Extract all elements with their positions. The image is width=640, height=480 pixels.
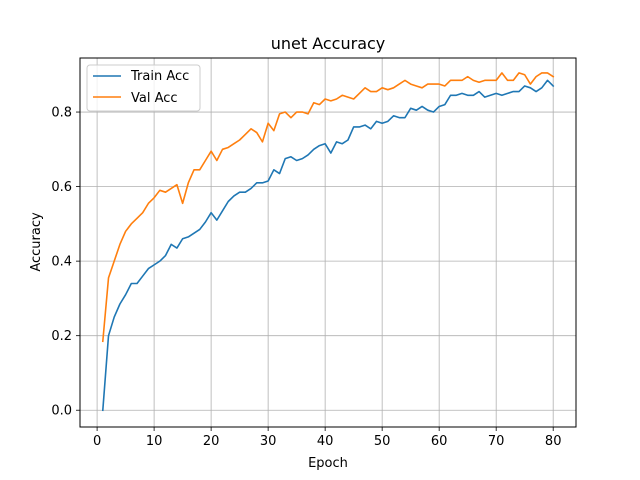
y-tick-label: 0.6: [51, 180, 72, 195]
legend-label-val: Val Acc: [131, 91, 178, 106]
y-tick-label: 0.4: [51, 255, 72, 270]
series-line-val-acc: [101, 72, 555, 343]
chart-title: unet Accuracy: [271, 34, 386, 53]
series-layer: [101, 72, 555, 412]
x-tick-label: 10: [146, 434, 163, 449]
x-tick-label: 40: [317, 434, 334, 449]
series-line-train-acc: [101, 79, 555, 412]
x-tick-label: 0: [93, 434, 101, 449]
y-tick-label: 0.0: [51, 404, 72, 419]
y-axis-label: Accuracy: [29, 212, 44, 272]
x-tick-label: 20: [203, 434, 220, 449]
x-tick-label: 70: [488, 434, 505, 449]
plot-frame: [79, 57, 577, 428]
legend-label-train: Train Acc: [130, 69, 189, 84]
grid: [80, 58, 576, 427]
x-tick-label: 80: [545, 434, 562, 449]
y-tick-label: 0.2: [51, 329, 72, 344]
ticks: 0 10 20 30 40 50 60 70 80 0.0 0.2 0.4 0.6 0.8: [51, 106, 561, 449]
x-tick-label: 60: [431, 434, 448, 449]
x-tick-label: 30: [260, 434, 277, 449]
y-tick-label: 0.8: [51, 106, 72, 121]
x-axis-label: Epoch: [308, 456, 348, 471]
x-tick-label: 50: [374, 434, 391, 449]
legend: Train Acc Val Acc: [86, 64, 201, 112]
